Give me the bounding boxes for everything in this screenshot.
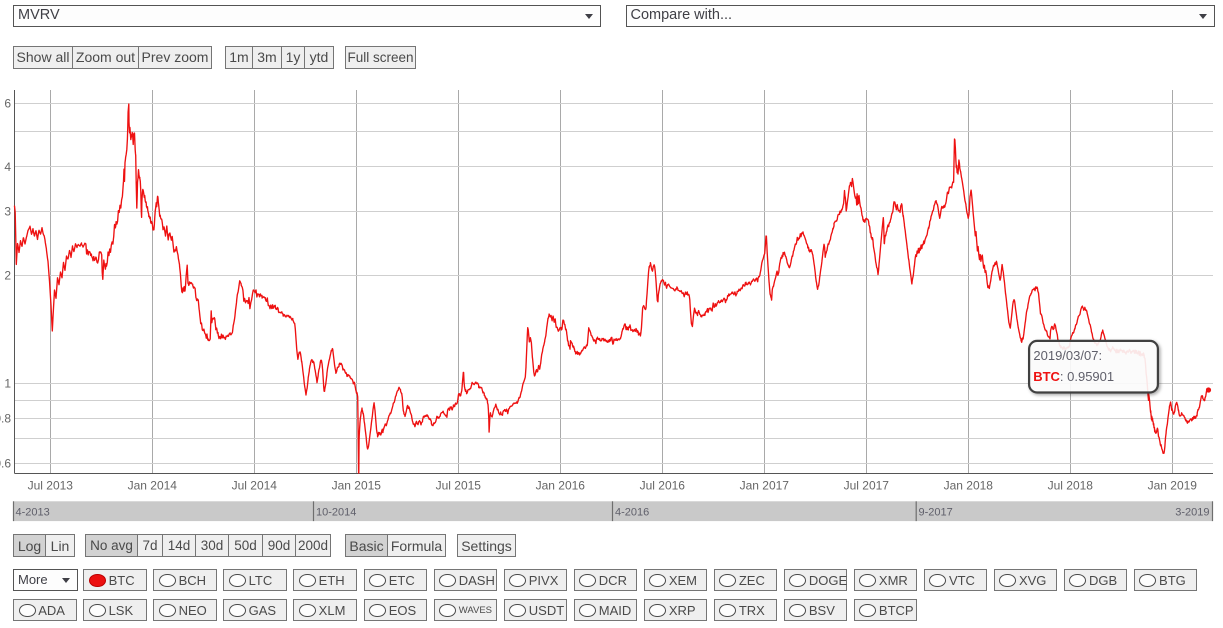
svg-text:10-2014: 10-2014: [316, 507, 356, 519]
svg-text:Jul 2016: Jul 2016: [640, 479, 686, 493]
svg-text:Jan 2019: Jan 2019: [1148, 479, 1198, 493]
svg-text:Jan 2014: Jan 2014: [128, 479, 178, 493]
svg-text:Jan 2015: Jan 2015: [332, 479, 382, 493]
svg-text:6: 6: [4, 96, 11, 110]
svg-text:4-2013: 4-2013: [16, 507, 50, 519]
svg-text:Jul 2014: Jul 2014: [232, 479, 278, 493]
svg-text:0.6: 0.6: [0, 456, 11, 470]
svg-text:4-2016: 4-2016: [615, 507, 649, 519]
svg-text:BTC: 0.95901: BTC: 0.95901: [1033, 369, 1114, 384]
svg-text:1: 1: [4, 377, 11, 391]
svg-text:4: 4: [4, 160, 11, 174]
svg-text:2019/03/07:: 2019/03/07:: [1033, 348, 1102, 363]
svg-text:Jan 2017: Jan 2017: [740, 479, 790, 493]
svg-text:0.8: 0.8: [0, 411, 11, 425]
svg-text:Jul 2015: Jul 2015: [436, 479, 482, 493]
svg-text:Jul 2013: Jul 2013: [28, 479, 74, 493]
svg-text:9-2017: 9-2017: [919, 507, 953, 519]
svg-text:Jan 2016: Jan 2016: [536, 479, 586, 493]
svg-text:Jul 2017: Jul 2017: [844, 479, 890, 493]
svg-text:Jan 2018: Jan 2018: [944, 479, 994, 493]
svg-text:2: 2: [4, 268, 11, 282]
svg-text:3: 3: [4, 205, 11, 219]
svg-text:Jul 2018: Jul 2018: [1048, 479, 1094, 493]
svg-text:3-2019: 3-2019: [1175, 507, 1209, 519]
